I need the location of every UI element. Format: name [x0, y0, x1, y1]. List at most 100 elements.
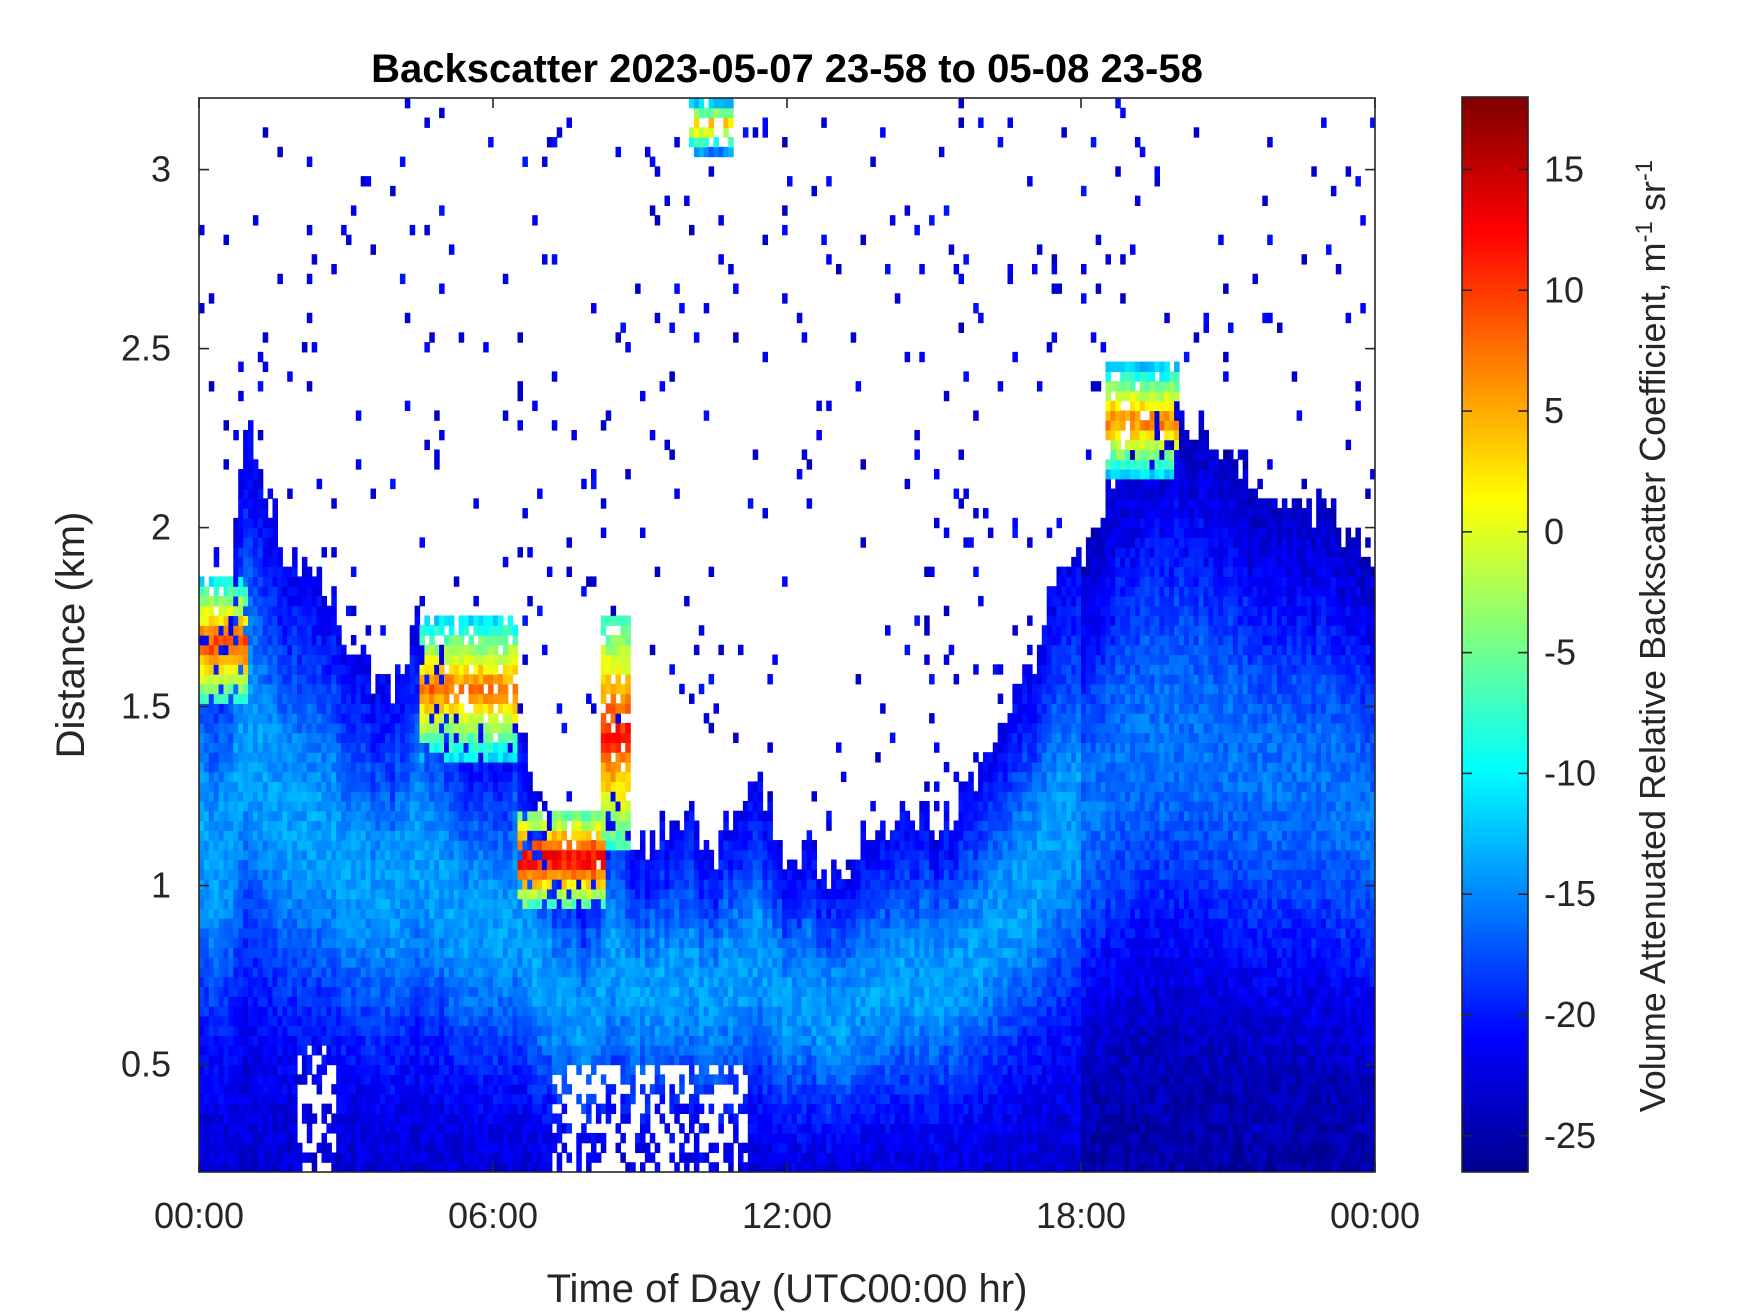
heatmap-cell [395, 1142, 401, 1154]
heatmap-cell [507, 869, 514, 880]
heatmap-cell [537, 605, 543, 617]
heatmap-cell [409, 927, 416, 939]
heatmap-cell [243, 937, 249, 949]
heatmap-cell [297, 918, 303, 929]
heatmap-cell [277, 1035, 283, 1046]
heatmap-cell [502, 410, 509, 421]
heatmap-cell [297, 654, 303, 665]
heatmap-cell [257, 996, 264, 1007]
heatmap-cell [424, 888, 430, 900]
heatmap-cell [218, 1113, 225, 1124]
heatmap-cell [267, 693, 274, 704]
heatmap-cell [458, 1045, 465, 1056]
heatmap-cell [321, 908, 327, 919]
heatmap-cell [277, 664, 283, 675]
heatmap-cell [399, 273, 406, 285]
heatmap-cell [429, 1064, 435, 1075]
heatmap-cell [600, 1074, 607, 1085]
heatmap-cell [493, 1093, 499, 1105]
heatmap-cell [360, 937, 367, 949]
heatmap-cell [439, 1045, 445, 1056]
heatmap-cell [199, 966, 205, 978]
heatmap-cell [272, 918, 278, 929]
heatmap-cell [203, 849, 210, 861]
heatmap-cell [517, 966, 523, 978]
heatmap-cell [297, 615, 303, 626]
heatmap-cell [257, 976, 264, 988]
heatmap-cell [218, 1123, 225, 1134]
heatmap-cell [605, 918, 612, 929]
heatmap-cell [228, 947, 234, 958]
heatmap-cell [370, 1045, 376, 1056]
heatmap-cell [292, 732, 298, 743]
heatmap-cell [483, 732, 489, 743]
heatmap-cell [625, 800, 631, 812]
heatmap-cell [311, 840, 318, 851]
heatmap-cell [497, 869, 504, 880]
heatmap-cell [282, 586, 288, 597]
heatmap-cell [414, 1045, 421, 1056]
heatmap-cell [331, 810, 337, 822]
heatmap-cell [512, 1035, 519, 1046]
heatmap-cell [292, 703, 298, 714]
heatmap-cell [331, 976, 337, 988]
heatmap-cell [257, 947, 264, 958]
heatmap-cell [248, 869, 254, 880]
heatmap-cell [424, 1074, 430, 1085]
heatmap-cell [434, 1142, 440, 1154]
heatmap-cell [316, 722, 323, 734]
heatmap-cell [439, 810, 445, 822]
heatmap-cell [341, 859, 347, 870]
heatmap-cell [199, 713, 205, 724]
heatmap-cell [355, 898, 362, 909]
heatmap-cell [414, 927, 421, 939]
heatmap-cell [424, 654, 430, 665]
heatmap-cell [306, 664, 313, 675]
heatmap-cell [635, 918, 641, 929]
heatmap-cell [439, 840, 445, 851]
heatmap-cell [453, 664, 460, 675]
heatmap-cell [370, 1093, 376, 1105]
heatmap-cell [301, 664, 308, 675]
heatmap-cell [262, 332, 269, 343]
heatmap-cell [267, 547, 274, 558]
heatmap-cell [404, 732, 411, 743]
heatmap-cell [409, 830, 416, 841]
heatmap-cell [331, 957, 337, 968]
heatmap-cell [213, 781, 220, 792]
heatmap-cell [262, 830, 269, 841]
heatmap-cell [644, 908, 651, 919]
heatmap-cell [502, 674, 509, 685]
heatmap-cell [546, 1035, 553, 1046]
heatmap-cell [458, 674, 465, 685]
heatmap-cell [434, 996, 440, 1007]
heatmap-cell [512, 1142, 519, 1154]
heatmap-cell [360, 654, 367, 665]
heatmap-cell [615, 800, 621, 812]
heatmap-cell [458, 654, 465, 665]
heatmap-cell [301, 830, 308, 841]
heatmap-cell [292, 664, 298, 675]
heatmap-cell [257, 1093, 264, 1105]
heatmap-cell [341, 742, 347, 753]
heatmap-cell [385, 1123, 391, 1134]
heatmap-cell [458, 664, 465, 675]
heatmap-cell [512, 1025, 519, 1036]
heatmap-cell [277, 810, 283, 822]
heatmap-cell [238, 517, 244, 529]
heatmap-cell [522, 800, 528, 812]
heatmap-cell [326, 713, 332, 724]
heatmap-cell [316, 713, 323, 724]
heatmap-cell [473, 771, 479, 783]
heatmap-cell [591, 888, 597, 900]
heatmap-cell [331, 635, 337, 646]
heatmap-cell [615, 791, 621, 802]
heatmap-cell [331, 761, 337, 773]
heatmap-cell [517, 976, 523, 988]
heatmap-cell [243, 1045, 249, 1056]
heatmap-cell [301, 810, 308, 822]
heatmap-cell [252, 1152, 259, 1163]
heatmap-cell [346, 1113, 352, 1124]
heatmap-cell [365, 703, 372, 714]
heatmap-cell [336, 1103, 342, 1115]
